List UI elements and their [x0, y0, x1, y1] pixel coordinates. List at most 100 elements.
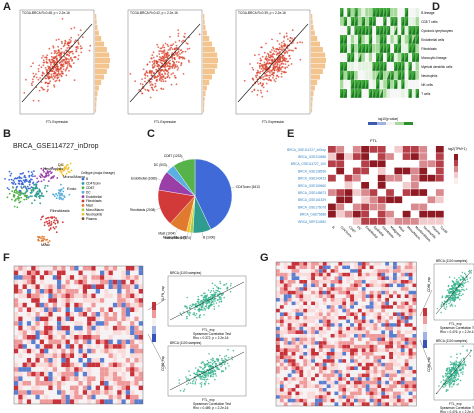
- heatmap-cell: [358, 53, 362, 62]
- mini-scatter-point: [209, 375, 212, 378]
- corr-cell: [276, 391, 280, 396]
- heatmap-row-label: T cells: [421, 92, 431, 96]
- corr-cell: [279, 319, 284, 324]
- umap-point: [19, 172, 22, 175]
- corr-cell: [381, 395, 386, 399]
- heatmap-cell: [390, 8, 394, 17]
- corr-cell: [400, 290, 405, 295]
- scatter-point: [173, 67, 176, 69]
- corr-cell: [404, 283, 409, 288]
- umap-point: [63, 195, 66, 198]
- umap-legend-label: CD8T: [86, 186, 94, 190]
- corr-cell: [39, 353, 45, 358]
- corr-cell: [39, 325, 45, 331]
- corr-cell: [354, 355, 358, 360]
- heatmap-cell: [368, 62, 373, 71]
- corr-cell: [78, 284, 83, 289]
- corr-cell: [357, 276, 362, 280]
- corr-cell: [354, 366, 358, 370]
- corr-cell: [307, 352, 312, 356]
- corr-cell: [78, 321, 83, 326]
- scatter-point: [74, 56, 76, 58]
- marginal-bar: [311, 107, 313, 113]
- corr-cell: [22, 298, 27, 303]
- corr-cell: [404, 269, 409, 273]
- corr-cell: [303, 319, 308, 324]
- corr-cell: [381, 366, 386, 370]
- corr-cell: [373, 388, 378, 392]
- corr-cell: [381, 398, 386, 403]
- corr-cell: [138, 298, 143, 303]
- corr-cell: [299, 391, 304, 396]
- mini-scatter-point: [203, 379, 206, 381]
- corr-cell: [373, 380, 378, 385]
- corr-cell: [330, 276, 335, 280]
- umap-point: [40, 240, 43, 242]
- corr-cell: [318, 380, 323, 385]
- corr-cell: [291, 398, 296, 403]
- marginal-bar: [203, 41, 212, 47]
- corr-cell: [138, 293, 143, 299]
- scatter-point: [73, 41, 76, 43]
- corr-cell: [87, 307, 92, 312]
- corr-cell: [104, 275, 109, 280]
- corr-cell: [303, 355, 308, 360]
- heatmap-cell: [377, 153, 386, 160]
- scatter-point: [165, 56, 168, 59]
- corr-cell: [318, 352, 323, 356]
- scatter-point: [163, 50, 166, 52]
- corr-cell: [369, 337, 374, 342]
- corr-cell: [385, 265, 390, 270]
- corr-cell: [393, 283, 397, 288]
- corr-cell: [381, 388, 386, 392]
- scatter-point: [256, 72, 258, 75]
- corr-cell: [61, 390, 66, 395]
- corr-cell: [74, 279, 79, 285]
- corr-cell: [346, 272, 351, 277]
- corr-cell: [361, 344, 366, 349]
- heatmap-cell: [404, 71, 409, 80]
- umap-legend-dot: [81, 208, 85, 212]
- scatter-point: [57, 49, 60, 52]
- corr-cell: [346, 344, 351, 349]
- heatmap-cell: [361, 53, 365, 62]
- scatter-point: [42, 55, 44, 57]
- corr-cell: [130, 270, 135, 276]
- corr-cell: [385, 355, 390, 360]
- corr-cell: [112, 266, 118, 271]
- corr-cell: [14, 312, 19, 317]
- corr-cell: [134, 270, 139, 276]
- corr-cell: [52, 284, 57, 289]
- corr-cell: [287, 380, 292, 385]
- corr-cell: [346, 337, 351, 342]
- corr-cell: [334, 294, 339, 298]
- mini-scatter-point: [196, 373, 198, 375]
- corr-cell: [87, 399, 92, 404]
- corr-cell: [14, 298, 19, 303]
- corr-cell: [326, 287, 331, 291]
- corr-cell: [299, 301, 304, 306]
- heatmap-cell: [368, 8, 373, 17]
- mini-scatter-point: [200, 306, 202, 308]
- scatter-point: [276, 53, 279, 55]
- corr-cell: [385, 370, 390, 374]
- corr-cell: [61, 270, 66, 276]
- corr-cell: [39, 279, 45, 285]
- pie-slice-label: CD8T (1232): [164, 154, 182, 158]
- corr-cell: [311, 341, 315, 345]
- corr-cell: [307, 395, 312, 399]
- legend-swatch: [454, 154, 458, 160]
- scatter-point: [280, 45, 283, 48]
- corr-cell: [35, 367, 40, 372]
- corr-cell: [52, 330, 57, 335]
- heatmap-cell: [328, 189, 336, 196]
- corr-cell: [299, 380, 304, 385]
- corr-cell: [389, 290, 393, 295]
- corr-cell: [26, 325, 32, 331]
- corr-cell: [291, 308, 296, 313]
- corr-cell: [396, 337, 401, 342]
- corr-cell: [44, 385, 49, 391]
- corr-cell: [377, 269, 382, 273]
- umap-point: [37, 239, 40, 242]
- mini-scatter-point: [213, 305, 215, 308]
